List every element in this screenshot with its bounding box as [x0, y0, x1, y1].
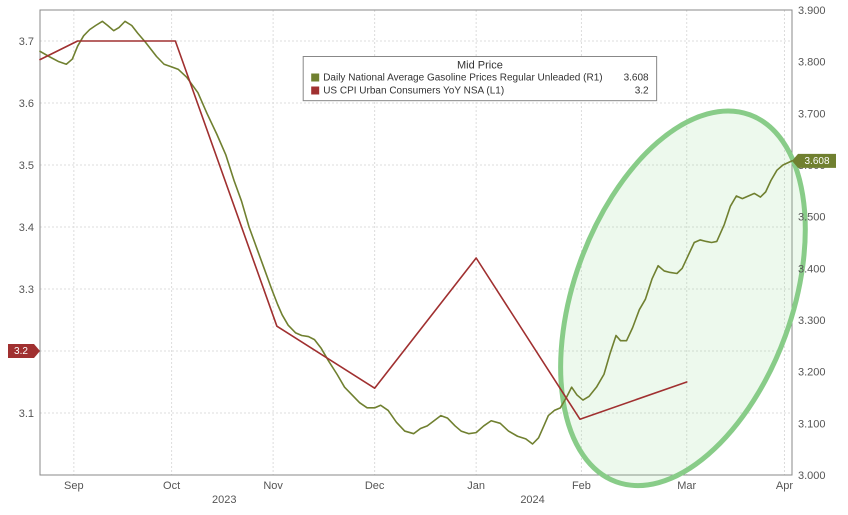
svg-text:3.2: 3.2	[14, 346, 28, 357]
x-axis-tick: Feb	[572, 480, 591, 492]
left-axis-tick: 3.7	[19, 36, 34, 48]
right-axis-tick: 3.300	[798, 315, 826, 327]
left-axis-tick: 3.3	[19, 284, 34, 296]
legend-value: 3.608	[624, 73, 649, 84]
right-axis-tick: 3.700	[798, 108, 826, 120]
left-axis-tick: 3.4	[19, 222, 34, 234]
left-axis-tick: 3.5	[19, 160, 34, 172]
legend-label: Daily National Average Gasoline Prices R…	[323, 73, 602, 84]
legend-value: 3.2	[635, 86, 649, 97]
right-axis-tick: 3.400	[798, 263, 826, 275]
right-axis-tick: 3.500	[798, 212, 826, 224]
legend-label: US CPI Urban Consumers YoY NSA (L1)	[323, 86, 504, 97]
x-axis-tick: Dec	[365, 480, 385, 492]
x-axis-tick: Nov	[263, 480, 283, 492]
x-axis-tick: Apr	[776, 480, 793, 492]
right-axis-tick: 3.900	[798, 5, 826, 17]
x-axis-year: 2023	[212, 494, 236, 506]
right-axis-tick: 3.100	[798, 418, 826, 430]
legend-marker	[311, 87, 319, 95]
left-axis-tick: 3.1	[19, 408, 34, 420]
legend: Mid PriceDaily National Average Gasoline…	[303, 57, 656, 101]
right-axis-tick: 3.000	[798, 470, 826, 482]
legend-title: Mid Price	[457, 60, 503, 72]
x-axis-tick: Jan	[467, 480, 485, 492]
left-axis-tick: 3.6	[19, 98, 34, 110]
x-axis-tick: Sep	[64, 480, 84, 492]
chart-container: 3.1 3.2 3.3 3.4 3.5 3.6 3.7 3.000 3.100 3.200 3.30…	[0, 0, 848, 515]
right-axis-tick: 3.200	[798, 367, 826, 379]
right-axis-tick: 3.800	[798, 57, 826, 69]
right-value-badge: 3.608	[792, 154, 836, 168]
x-axis-tick: Mar	[677, 480, 696, 492]
chart-svg: 3.1 3.2 3.3 3.4 3.5 3.6 3.7 3.000 3.100 3.200 3.30…	[0, 0, 848, 515]
x-axis-year: 2024	[520, 494, 544, 506]
legend-marker	[311, 74, 319, 82]
svg-text:3.608: 3.608	[804, 156, 829, 167]
x-axis-tick: Oct	[163, 480, 180, 492]
left-value-badge: 3.2	[8, 344, 40, 358]
